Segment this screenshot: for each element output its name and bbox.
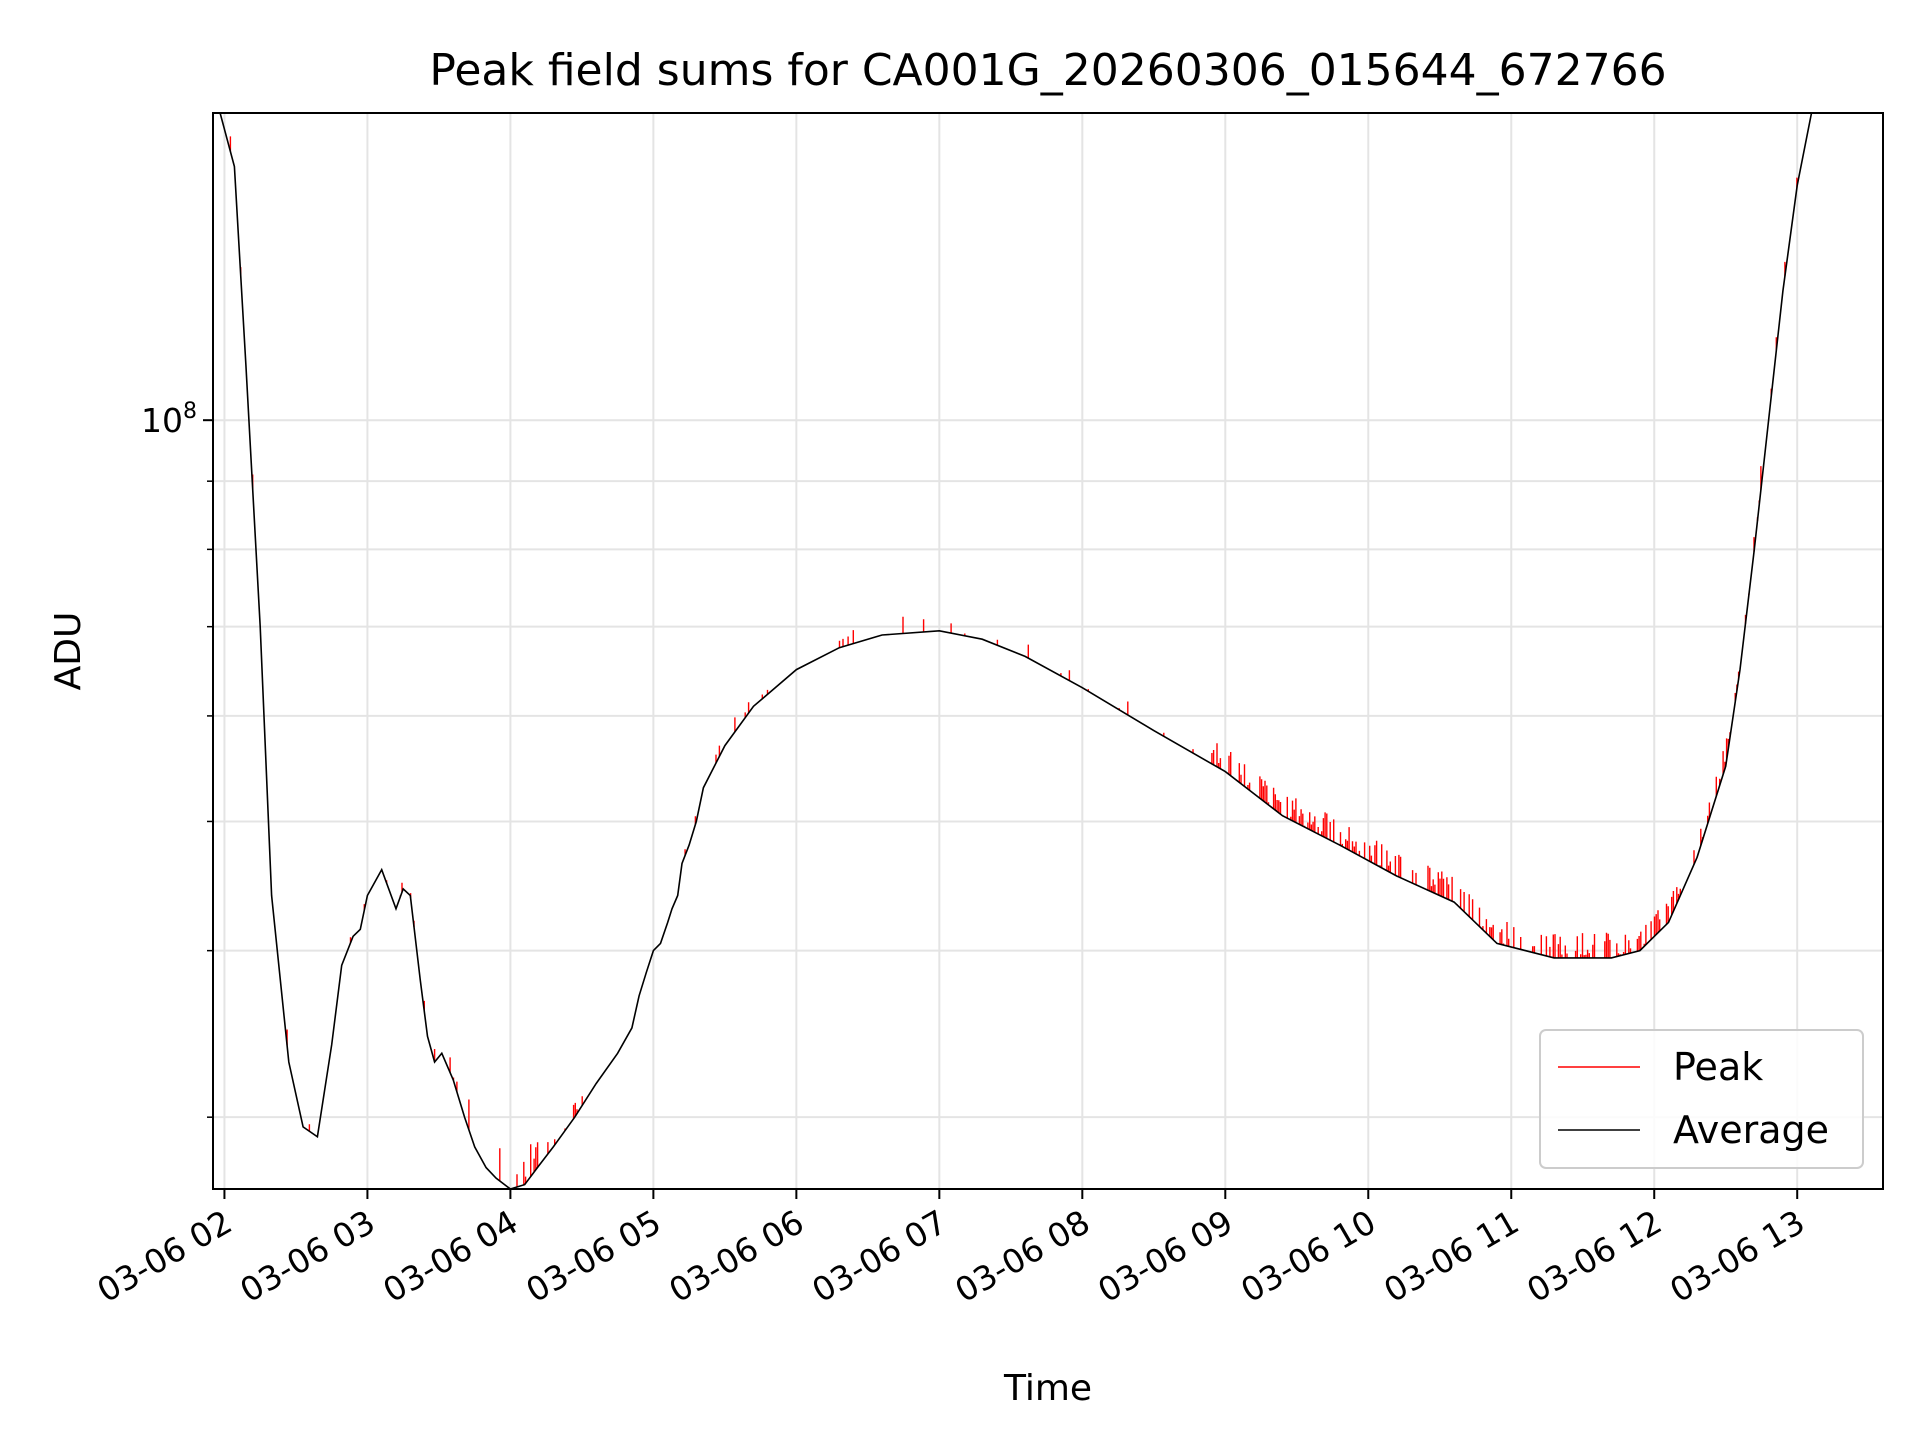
x-tick-label: 03-06 07 xyxy=(805,1202,953,1310)
x-tick-label: 03-06 02 xyxy=(90,1202,238,1310)
x-tick-label: 03-06 05 xyxy=(519,1202,667,1310)
x-tick-label: 03-06 04 xyxy=(376,1202,524,1310)
legend: Peak Average xyxy=(1539,1029,1864,1169)
x-axis-label: Time xyxy=(1003,1368,1092,1409)
average-series-line xyxy=(219,112,1862,1190)
legend-box xyxy=(1539,1029,1864,1169)
x-tick-label: 03-06 09 xyxy=(1091,1202,1239,1310)
peak-series-line xyxy=(229,136,1798,1187)
x-tick-label: 03-06 13 xyxy=(1663,1202,1811,1310)
legend-peak-label: Peak xyxy=(1673,1045,1763,1089)
legend-average-label: Average xyxy=(1673,1108,1829,1152)
x-tick-label: 03-06 12 xyxy=(1520,1202,1668,1310)
chart-title: Peak field sums for CA001G_20260306_0156… xyxy=(429,45,1666,96)
x-tick-label: 03-06 10 xyxy=(1234,1202,1382,1310)
x-tick-label: 03-06 11 xyxy=(1377,1202,1525,1310)
y-tick-label: 108 xyxy=(141,399,197,440)
y-axis-ticks: 108 xyxy=(141,399,213,1118)
x-tick-label: 03-06 06 xyxy=(662,1202,810,1310)
x-tick-label: 03-06 03 xyxy=(233,1202,381,1310)
peak-series xyxy=(229,136,1798,1187)
y-axis-label: ADU xyxy=(48,612,89,691)
x-tick-label: 03-06 08 xyxy=(948,1202,1096,1310)
grid-lines xyxy=(213,113,1883,1189)
plot-frame xyxy=(212,112,1884,1190)
